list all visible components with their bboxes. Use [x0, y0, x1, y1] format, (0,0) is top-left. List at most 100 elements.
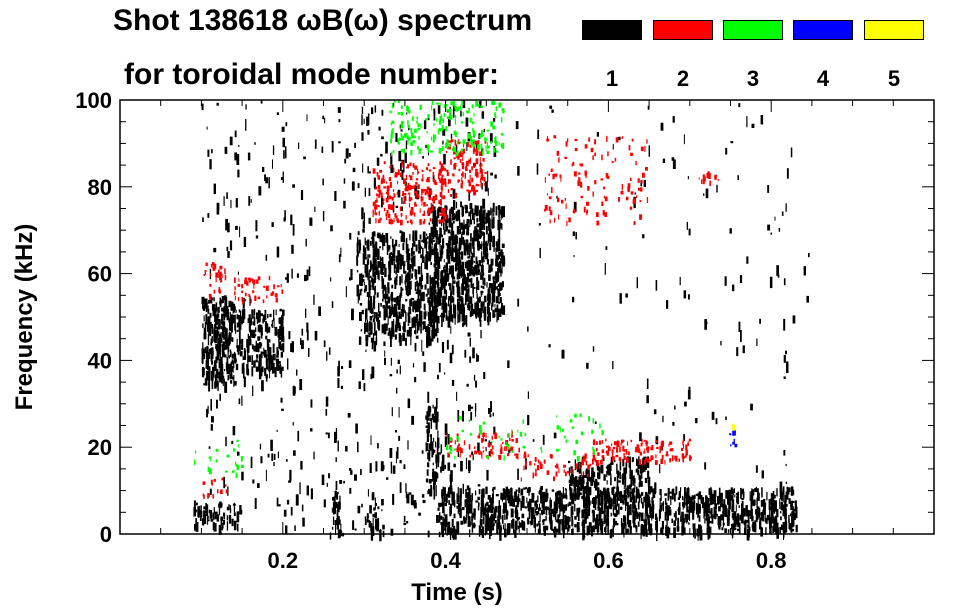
mode-2-pixel	[685, 449, 688, 456]
mode-1-pixel	[741, 503, 743, 515]
mode-1-pixel	[218, 349, 221, 355]
mode-1-pixel	[591, 476, 594, 485]
mode-1-pixel	[680, 487, 682, 492]
mode-1-pixel	[428, 241, 432, 250]
mode-1-pixel	[211, 347, 214, 359]
mode-3-pixel	[209, 459, 211, 462]
mode-1-pixel	[638, 482, 641, 488]
mode-3-pixel	[408, 136, 411, 141]
mode-2-pixel	[483, 182, 485, 186]
mode-2-pixel	[426, 186, 430, 191]
mode-2-pixel	[388, 213, 391, 219]
mode-1-pixel	[208, 326, 210, 336]
mode-2-pixel	[627, 183, 631, 189]
mode-1-pixel	[732, 284, 735, 292]
mode-1-pixel	[754, 488, 757, 492]
mode-1-pixel	[429, 338, 432, 346]
mode-2-pixel	[594, 180, 597, 185]
mode-2-pixel	[386, 181, 387, 184]
mode-1-pixel	[476, 261, 479, 269]
mode-1-pixel	[223, 476, 225, 489]
mode-1-pixel	[443, 306, 446, 318]
mode-1-pixel	[363, 383, 366, 392]
mode-1-pixel	[461, 410, 464, 422]
mode-1-pixel	[467, 272, 469, 280]
mode-1-pixel	[456, 251, 459, 260]
mode-2-pixel	[449, 194, 452, 197]
mode-1-pixel	[268, 339, 271, 343]
mode-1-pixel	[368, 280, 371, 286]
mode-2-pixel	[638, 448, 641, 453]
mode-2-pixel	[605, 173, 609, 178]
mode-1-pixel	[644, 512, 646, 522]
mode-1-pixel	[482, 285, 485, 289]
mode-2-pixel	[685, 454, 687, 458]
mode-1-pixel	[476, 223, 479, 228]
mode-1-pixel	[359, 289, 362, 296]
mode-1-pixel	[381, 499, 384, 506]
mode-1-pixel	[444, 284, 446, 294]
mode-1-pixel	[478, 489, 481, 495]
mode-1-pixel	[605, 246, 608, 250]
mode-1-pixel	[448, 218, 452, 228]
mode-1-pixel	[457, 494, 460, 503]
mode-1-pixel	[254, 498, 257, 509]
mode-4-pixel	[732, 430, 735, 436]
mode-3-pixel	[490, 121, 494, 127]
mode-3-pixel	[398, 100, 401, 104]
mode-1-pixel	[627, 485, 629, 488]
mode-1-pixel	[321, 146, 324, 153]
mode-2-pixel	[482, 432, 485, 438]
mode-1-pixel	[246, 347, 250, 352]
mode-1-pixel	[365, 240, 367, 246]
mode-1-pixel	[743, 521, 747, 525]
mode-1-pixel	[433, 282, 436, 290]
mode-1-pixel	[470, 499, 473, 508]
mode-1-pixel	[490, 283, 494, 293]
mode-1-pixel	[737, 513, 739, 524]
mode-1-pixel	[210, 338, 213, 346]
mode-3-pixel	[432, 134, 436, 139]
mode-3-pixel	[407, 110, 409, 113]
mode-1-pixel	[361, 207, 364, 220]
mode-1-pixel	[693, 496, 695, 503]
mode-1-pixel	[252, 385, 254, 397]
mode-1-pixel	[403, 270, 407, 274]
mode-3-pixel	[194, 459, 196, 466]
mode-1-pixel	[445, 308, 448, 320]
mode-3-pixel	[498, 142, 500, 146]
mode-1-pixel	[217, 325, 221, 330]
mode-2-pixel	[469, 159, 471, 164]
mode-1-pixel	[463, 225, 467, 229]
mode-1-pixel	[704, 518, 706, 524]
mode-1-pixel	[425, 478, 429, 483]
mode-1-pixel	[445, 222, 448, 232]
mode-1-pixel	[457, 260, 460, 269]
mode-1-pixel	[444, 268, 447, 280]
mode-1-pixel	[334, 490, 337, 497]
mode-2-pixel	[417, 168, 419, 175]
mode-1-pixel	[732, 488, 734, 496]
mode-2-pixel	[461, 173, 463, 177]
mode-1-pixel	[372, 265, 375, 277]
mode-1-pixel	[787, 487, 791, 492]
mode-2-pixel	[211, 483, 213, 486]
mode-1-pixel	[556, 491, 559, 496]
mode-1-pixel	[439, 227, 442, 237]
mode-1-pixel	[439, 299, 442, 304]
mode-1-pixel	[224, 300, 227, 305]
mode-1-pixel	[279, 317, 282, 325]
mode-1-pixel	[489, 312, 491, 322]
mode-1-pixel	[434, 302, 437, 307]
mode-1-pixel	[725, 147, 728, 155]
mode-1-pixel	[731, 499, 735, 511]
mode-1-pixel	[495, 206, 498, 216]
mode-1-pixel	[530, 522, 532, 526]
mode-2-pixel	[584, 170, 587, 176]
mode-1-pixel	[803, 266, 806, 276]
mode-1-pixel	[332, 516, 335, 525]
mode-2-pixel	[438, 178, 441, 182]
mode-1-pixel	[456, 281, 459, 288]
mode-2-pixel	[408, 184, 412, 191]
mode-1-pixel	[390, 330, 393, 337]
